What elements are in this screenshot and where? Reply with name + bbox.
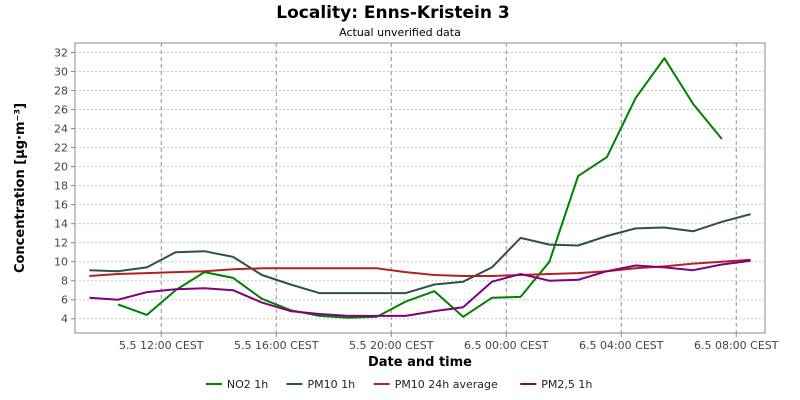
x-axis-label: Date and time: [368, 355, 472, 370]
x-tick-label: 6.5 04:00 CEST: [579, 339, 664, 352]
y-tick-label: 28: [54, 85, 68, 98]
x-tick-label: 5.5 16:00 CEST: [234, 339, 319, 352]
y-tick-label: 22: [54, 142, 68, 155]
plot-area: [74, 42, 766, 334]
y-tick-label: 32: [54, 47, 68, 60]
series-line-3: [89, 259, 751, 317]
y-tick-label: 14: [54, 218, 68, 231]
y-tick-label: 10: [54, 256, 68, 269]
chart-subtitle: Actual unverified data: [339, 26, 461, 39]
x-tick-label: 6.5 00:00 CEST: [464, 339, 549, 352]
legend-label-1: PM10 1h: [308, 378, 356, 391]
series-lines: [89, 57, 751, 319]
y-tick-label: 16: [54, 199, 68, 212]
y-axis-label: Concentration [µg·m⁻³]: [13, 103, 28, 273]
series-line-0: [117, 57, 723, 319]
gridlines: [75, 43, 765, 333]
y-tick-label: 8: [61, 275, 68, 288]
y-tick-label: 18: [54, 180, 68, 193]
y-tick-label: 6: [61, 294, 68, 307]
legend-label-2: PM10 24h average: [395, 378, 498, 391]
legend: NO2 1h PM10 1h PM10 24h average PM2,5 1h: [205, 378, 592, 391]
x-tick-label: 5.5 20:00 CEST: [349, 339, 434, 352]
y-tick-label: 4: [61, 313, 68, 326]
y-tick-label: 26: [54, 104, 68, 117]
y-tick-label: 24: [54, 123, 68, 136]
x-tick-label: 5.5 12:00 CEST: [119, 339, 204, 352]
legend-label-3: PM2,5 1h: [541, 378, 592, 391]
y-tick-label: 12: [54, 237, 68, 250]
y-axis-ticks: 4 6 8 10 12 14 16 18 20 22 24 26 28 30 32: [54, 47, 75, 326]
x-axis-ticks: 5.5 12:00 CEST 5.5 16:00 CEST 5.5 20:00 CE…: [119, 333, 779, 352]
legend-label-0: NO2 1h: [227, 378, 268, 391]
series-line-2: [89, 258, 751, 277]
series-line-1: [89, 213, 751, 295]
x-tick-label: 6.5 08:00 CEST: [694, 339, 779, 352]
y-tick-label: 20: [54, 161, 68, 174]
y-tick-label: 30: [54, 66, 68, 79]
chart-title: Locality: Enns-Kristein 3: [276, 3, 509, 23]
